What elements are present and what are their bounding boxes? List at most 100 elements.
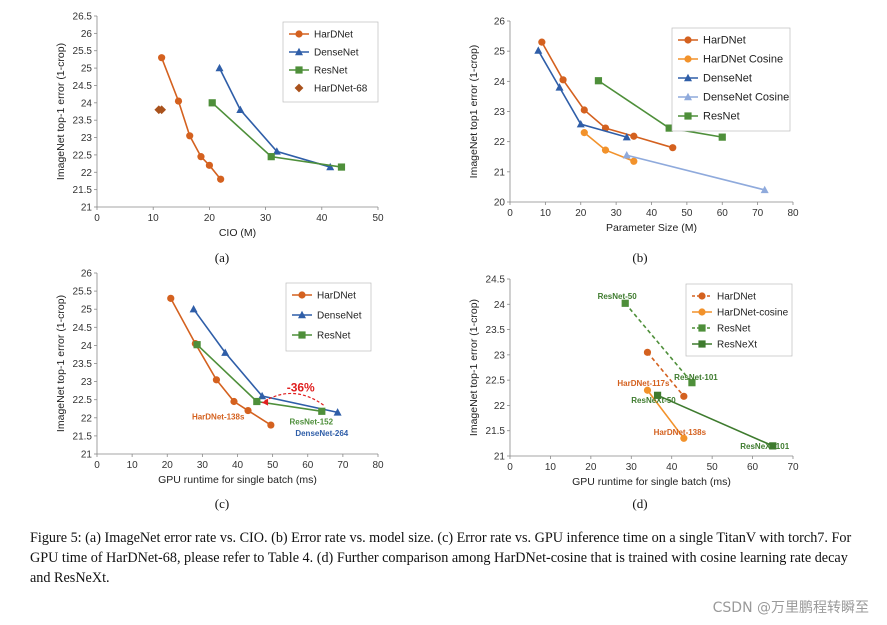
annotation-label: HarDNet-138s: [654, 428, 707, 437]
y-tick-label: 26.5: [73, 12, 93, 23]
y-tick-label: 23.5: [486, 325, 506, 336]
series-line: [170, 297, 272, 426]
panel-label: (c): [215, 496, 229, 511]
x-tick-label: 10: [148, 213, 160, 224]
series-densenet-cosine: [622, 151, 769, 194]
series-hardnet-68: [154, 105, 167, 115]
x-tick-label: 0: [94, 460, 100, 471]
legend-item-hardnet: HarDNet: [289, 30, 353, 41]
legend-label: ResNet: [703, 111, 740, 123]
y-tick-label: 24: [494, 300, 506, 311]
y-tick-label: 25: [494, 47, 506, 58]
figure-caption: Figure 5: (a) ImageNet error rate vs. CI…: [30, 530, 852, 586]
data-point: [167, 294, 175, 302]
legend-marker: [684, 73, 692, 82]
data-point: [267, 421, 275, 429]
chart-panel-c: 21 21.5 22 22.5 23 23.5 24 24.5 25 25.5 26 0 10 20 30 4…: [55, 269, 384, 512]
x-axis-title: GPU runtime for single batch (ms): [158, 474, 317, 486]
y-tick-label: 25.5: [73, 287, 93, 298]
y-tick-label: 24: [494, 77, 506, 88]
data-point: [643, 348, 652, 356]
x-tick-label: 40: [666, 462, 678, 473]
data-point: [318, 407, 326, 415]
series-hardnet: [167, 294, 275, 429]
data-point: [580, 129, 588, 137]
series-resnet: [621, 299, 696, 387]
data-point: [622, 151, 631, 159]
x-tick-label: 40: [646, 208, 658, 219]
x-tick-label: 50: [681, 208, 693, 219]
data-point: [272, 147, 281, 155]
y-tick-label: 21.5: [486, 426, 506, 437]
legend-item-densenet: DenseNet: [292, 311, 362, 322]
data-point: [559, 76, 567, 84]
data-point: [212, 376, 221, 384]
y-tick-label: 20: [494, 198, 506, 209]
data-point: [576, 119, 585, 128]
legend-label: HarDNet: [317, 291, 356, 302]
data-point: [718, 133, 726, 141]
y-axis-title: ImageNet top-1 error (1-crop): [55, 295, 67, 432]
data-point: [555, 83, 564, 91]
x-tick-label: 20: [162, 460, 174, 471]
annotation-label: HarDNet-117s: [617, 379, 670, 388]
speedup-arrow-head: [262, 398, 269, 406]
y-tick-label: 21.5: [73, 185, 93, 196]
y-tick-label: 22.5: [486, 376, 506, 387]
data-point: [630, 157, 638, 165]
x-tick-label: 0: [507, 462, 513, 473]
series-line: [211, 102, 342, 168]
legend-item-hardnet: HarDNet: [692, 292, 756, 303]
x-tick-label: 30: [611, 208, 623, 219]
legend-item-hardnet-cosine: HarDNet Cosine: [678, 54, 783, 66]
series-hardnet: [158, 54, 225, 183]
y-tick-label: 21: [494, 452, 506, 463]
legend-box: [671, 27, 791, 132]
series-resnet: [208, 99, 346, 171]
y-tick-label: 26: [494, 17, 506, 28]
data-point: [665, 124, 673, 132]
data-point: [333, 408, 342, 416]
x-tick-label: 80: [787, 208, 799, 219]
data-point: [236, 105, 245, 113]
y-tick-label: 22: [81, 413, 93, 424]
y-tick-label: 23: [81, 133, 93, 144]
x-tick-label: 50: [707, 462, 719, 473]
legend-marker: [698, 308, 706, 316]
x-tick-label: 60: [747, 462, 759, 473]
legend-label: DenseNet: [703, 73, 752, 85]
data-point: [189, 305, 198, 313]
series-line: [626, 154, 765, 191]
legend-item-densenet: DenseNet: [678, 73, 752, 85]
y-tick-label: 21.5: [73, 431, 93, 442]
y-tick-label: 26: [81, 29, 93, 40]
data-point: [267, 153, 275, 161]
y-tick-label: 24: [81, 98, 93, 109]
data-point: [630, 132, 638, 140]
data-point: [680, 434, 688, 442]
legend-item-densenet-cosine: DenseNet Cosine: [678, 92, 789, 104]
annotation-label: ResNet-152: [289, 417, 333, 426]
legend-marker: [295, 66, 303, 74]
legend-item-densenet: DenseNet: [289, 48, 359, 59]
x-tick-label: 40: [232, 460, 244, 471]
legend-marker: [298, 310, 306, 319]
data-point: [538, 38, 546, 46]
y-tick-label: 22.5: [73, 395, 93, 406]
data-point: [643, 386, 652, 394]
data-point: [230, 397, 238, 406]
x-tick-label: 20: [204, 213, 216, 224]
data-point: [193, 341, 201, 349]
y-tick-label: 23.5: [73, 116, 93, 127]
x-tick-label: 70: [752, 208, 764, 219]
y-tick-label: 24.5: [73, 81, 93, 92]
legend: HarDNet HarDNet-cosine ResNet ResNeXt: [685, 283, 793, 357]
legend: HarDNet DenseNet ResNet: [285, 282, 372, 352]
legend-item-hardnet-68: HarDNet-68: [294, 84, 368, 95]
data-point: [197, 153, 205, 161]
y-axis-title: ImageNet top1 error (1-crop): [468, 45, 480, 179]
y-tick-label: 21: [494, 167, 506, 178]
series-line: [657, 394, 774, 447]
y-axis-title: ImageNet top-1 error (1-crop): [468, 299, 480, 436]
panel-label: (d): [632, 496, 647, 511]
